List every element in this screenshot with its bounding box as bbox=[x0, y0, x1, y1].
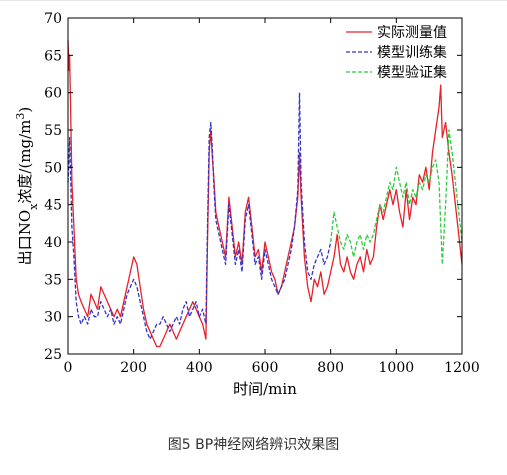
legend-label-3: 模型验证集 bbox=[377, 64, 447, 81]
y-axis-label-sup: 3 bbox=[14, 113, 27, 120]
top-border bbox=[0, 0, 507, 1]
series-layer bbox=[67, 40, 463, 348]
y-tick-label: 35 bbox=[44, 272, 62, 288]
series-line-2 bbox=[67, 92, 332, 340]
legend-label-1: 实际测量值 bbox=[377, 25, 447, 41]
x-axis-label: 时间/min bbox=[233, 380, 297, 398]
y-tick-label: 30 bbox=[44, 310, 62, 326]
y-axis-label-sub: x bbox=[27, 203, 40, 210]
y-tick-label: 70 bbox=[44, 11, 62, 27]
y-tick-label: 60 bbox=[44, 86, 62, 102]
figure-caption: 图5 BP神经网络辨识效果图 bbox=[167, 437, 340, 453]
legend-label-2: 模型训练集 bbox=[377, 44, 447, 61]
x-tick-label: 800 bbox=[317, 360, 344, 376]
chart: 0 200 400 600 800 1000 1200 25 30 35 40 45 50 55 60 65 7… bbox=[14, 11, 480, 398]
axes: 0 200 400 600 800 1000 1200 25 30 35 40 45 50 55 60 65 7… bbox=[44, 11, 480, 376]
y-tick-label: 25 bbox=[44, 347, 62, 363]
y-axis-label-main: 出口NO bbox=[16, 210, 34, 265]
y-axis-label-end: ) bbox=[16, 107, 34, 113]
series-line-3 bbox=[330, 129, 463, 266]
y-axis-label-tail: 浓度/(mg/m bbox=[16, 120, 34, 204]
y-tick-label: 55 bbox=[44, 123, 62, 139]
y-tick-label: 50 bbox=[44, 160, 62, 176]
x-tick-label: 200 bbox=[120, 360, 147, 376]
x-tick-label: 0 bbox=[64, 360, 73, 376]
x-tick-label: 1000 bbox=[379, 360, 415, 376]
x-tick-label: 600 bbox=[252, 360, 279, 376]
y-axis-label: 出口NOx浓度/(mg/m3) bbox=[14, 107, 40, 266]
series-line-1 bbox=[67, 40, 463, 348]
y-tick-label: 40 bbox=[44, 235, 62, 251]
axis-labels: 时间/min 出口NOx浓度/(mg/m3) bbox=[14, 107, 298, 398]
y-tick-label: 45 bbox=[44, 198, 62, 214]
x-tick-label: 400 bbox=[186, 360, 213, 376]
x-tick-label: 1200 bbox=[444, 360, 480, 376]
y-tick-label: 65 bbox=[44, 48, 62, 64]
